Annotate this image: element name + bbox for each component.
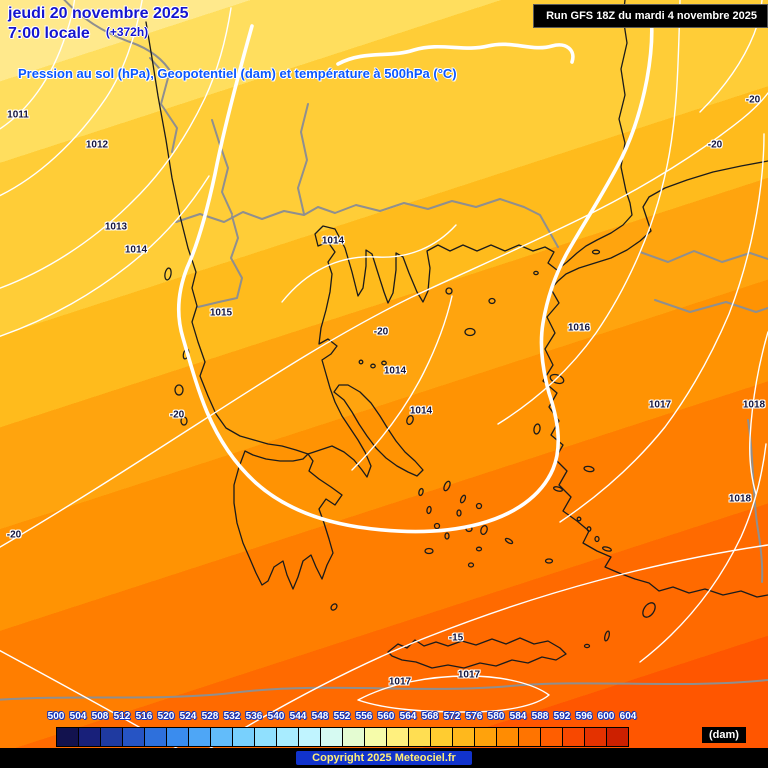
scale-value: 500 <box>47 711 65 722</box>
map-label: 1012 <box>85 139 109 151</box>
map-label: 1011 <box>7 109 29 121</box>
scale-color-cell <box>585 728 607 746</box>
forecast-date: jeudi 20 novembre 2025 <box>8 5 189 22</box>
scale-color-cell <box>321 728 343 746</box>
scale-color-cell <box>453 728 475 746</box>
scale-value: 540 <box>267 711 285 722</box>
scale-value: 508 <box>91 711 109 722</box>
scale-color-cell <box>519 728 541 746</box>
map-label: -20 <box>745 94 761 106</box>
map-label: 1014 <box>124 244 148 256</box>
copyright-link[interactable]: Copyright 2025 Meteociel.fr <box>296 751 472 765</box>
scale-value: 568 <box>421 711 439 722</box>
scale-value: 596 <box>575 711 593 722</box>
map-label: 1017 <box>648 399 672 411</box>
scale-color-cell <box>497 728 519 746</box>
map-label: 1014 <box>409 405 433 417</box>
map-label: -20 <box>707 139 723 151</box>
scale-color-cell <box>365 728 387 746</box>
islands-group <box>164 249 656 649</box>
scale-value: 560 <box>377 711 395 722</box>
map-label: -20 <box>169 409 185 421</box>
scale-value: 532 <box>223 711 241 722</box>
scale-color-cell <box>255 728 277 746</box>
scale-value: 604 <box>619 711 637 722</box>
scale-color-cell <box>343 728 365 746</box>
scale-color-cell <box>145 728 167 746</box>
scale-value: 592 <box>553 711 571 722</box>
scale-value: 504 <box>69 711 87 722</box>
scale-color-cell <box>299 728 321 746</box>
scale-color-cell <box>101 728 123 746</box>
scale-color-cell <box>57 728 79 746</box>
header: jeudi 20 novembre 2025 7:00 locale (+372h… <box>8 4 189 44</box>
map-label: 1018 <box>742 399 766 411</box>
map-label: 1013 <box>104 221 128 233</box>
scale-value: 576 <box>465 711 483 722</box>
scale-color-cell <box>123 728 145 746</box>
scale-color-cell <box>409 728 431 746</box>
scale-value: 572 <box>443 711 461 722</box>
scale-color-cell <box>387 728 409 746</box>
scale-unit-label: (dam) <box>702 727 746 743</box>
scale-color-cell <box>541 728 563 746</box>
scale-value: 528 <box>201 711 219 722</box>
scale-color-cell <box>167 728 189 746</box>
forecast-time: 7:00 locale <box>8 25 90 42</box>
map-label: 1018 <box>728 493 752 505</box>
scale-color-cell <box>277 728 299 746</box>
scale-color-cell <box>607 728 628 746</box>
forecast-offset: (+372h) <box>105 25 149 39</box>
scale-color-cell <box>189 728 211 746</box>
scale-value: 512 <box>113 711 131 722</box>
bottom-bar: Copyright 2025 Meteociel.fr <box>0 748 768 768</box>
scale-value: 536 <box>245 711 263 722</box>
scale-value: 584 <box>509 711 527 722</box>
scale-value: 524 <box>179 711 197 722</box>
map-label: 1014 <box>383 365 407 377</box>
scale-value: 588 <box>531 711 549 722</box>
scale-value: 556 <box>355 711 373 722</box>
map-label: 1017 <box>457 669 481 681</box>
scale-value: 600 <box>597 711 615 722</box>
scale-value: 548 <box>311 711 329 722</box>
map-label: 1016 <box>567 322 591 334</box>
scale-value: 520 <box>157 711 175 722</box>
map-label: -15 <box>448 632 464 644</box>
map-label: -20 <box>373 326 389 338</box>
scale-color-cell <box>233 728 255 746</box>
scale-color-cell <box>563 728 585 746</box>
scale-colorbar <box>56 727 629 747</box>
scale-color-cell <box>211 728 233 746</box>
scale-value: 564 <box>399 711 417 722</box>
scale-color-cell <box>475 728 497 746</box>
scale-value: 580 <box>487 711 505 722</box>
scale-color-cell <box>431 728 453 746</box>
scale-value: 516 <box>135 711 153 722</box>
scale-value: 544 <box>289 711 307 722</box>
map-subtitle: Pression au sol (hPa), Geopotentiel (dam… <box>18 66 457 81</box>
map-label: -20 <box>6 529 22 541</box>
map-label: 1015 <box>209 307 233 319</box>
map-label: 1017 <box>388 676 412 688</box>
map-label: 1014 <box>321 235 345 247</box>
scale-color-cell <box>79 728 101 746</box>
scale-value: 552 <box>333 711 351 722</box>
run-info-box: Run GFS 18Z du mardi 4 novembre 2025 <box>533 4 768 28</box>
